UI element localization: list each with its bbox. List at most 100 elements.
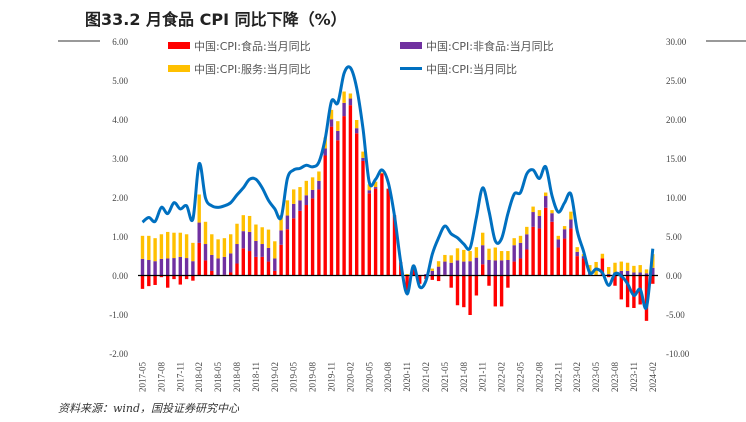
x-axis-tick-label: 2022-02: [497, 362, 507, 392]
left-axis-tick-label: 1.00: [112, 232, 128, 242]
bar-service: [569, 211, 573, 220]
bar-food: [569, 228, 573, 276]
bar-food: [380, 173, 384, 276]
bar-nonfood: [279, 230, 283, 245]
bar-service: [518, 235, 523, 243]
bar-service: [531, 206, 535, 213]
bar-nonfood: [203, 244, 208, 261]
bar-service: [474, 247, 479, 258]
bar-food: [411, 267, 416, 276]
bar-service: [197, 194, 201, 223]
right-axis-tick-label: 10.00: [666, 193, 687, 203]
right-axis-tick-label: 30.00: [666, 37, 687, 47]
x-axis-tick-label: 2019-05: [289, 362, 299, 392]
bar-nonfood: [222, 256, 227, 275]
bar-food: [336, 140, 340, 276]
bar-nonfood: [474, 257, 479, 276]
left-axis-tick-label: 6.00: [112, 37, 128, 47]
bar-nonfood: [449, 262, 453, 276]
bar-food: [544, 207, 548, 276]
bar-service: [210, 234, 214, 255]
left-axis-tick-label: 4.00: [112, 115, 128, 125]
bar-food: [474, 276, 479, 296]
bar-food: [455, 276, 460, 306]
bar-food: [361, 160, 365, 276]
right-axis-tick-label: -5.00: [666, 310, 685, 320]
bar-food: [619, 276, 623, 300]
bar-food: [184, 276, 189, 280]
bar-nonfood: [304, 195, 308, 206]
x-axis-tick-label: 2018-08: [232, 362, 242, 392]
bar-nonfood: [625, 270, 630, 276]
bar-nonfood: [550, 213, 554, 222]
bar-nonfood: [556, 239, 560, 248]
bar-food: [178, 276, 182, 285]
bar-food: [436, 276, 441, 282]
bar-nonfood: [462, 261, 466, 276]
x-axis-tick-label: 2024-02: [648, 362, 658, 392]
bar-food: [153, 276, 157, 285]
right-axis-tick-label: 15.00: [666, 154, 687, 164]
source-note: 资料来源：wind，国投证券研究中心: [58, 402, 240, 415]
bar-nonfood: [342, 102, 346, 117]
bar-nonfood: [499, 260, 504, 276]
bar-nonfood: [229, 253, 233, 273]
bar-food: [537, 228, 542, 276]
bar-service: [619, 261, 623, 271]
bar-nonfood: [537, 215, 542, 229]
bar-food: [329, 126, 334, 276]
bar-food: [342, 116, 346, 276]
bar-nonfood: [581, 256, 586, 259]
chart-title: 图33.2 月食品 CPI 同比下降（%）: [85, 10, 347, 29]
legend-swatch-nonfood: [400, 42, 422, 49]
bar-service: [493, 247, 497, 261]
bar-food: [210, 270, 214, 276]
bar-food: [304, 205, 308, 276]
bar-nonfood: [266, 247, 271, 262]
left-axis-tick-label: 3.00: [112, 154, 128, 164]
bar-nonfood: [140, 258, 145, 276]
bar-service: [184, 234, 189, 259]
bar-nonfood: [544, 196, 548, 208]
bar-service: [588, 265, 592, 273]
bar-nonfood: [285, 215, 290, 230]
x-axis-tick-label: 2020-02: [345, 362, 355, 392]
bar-food: [260, 256, 264, 276]
legend-label-nonfood: 中国:CPI:非食品:当月同比: [426, 39, 554, 53]
bar-nonfood: [619, 270, 623, 276]
bar-service: [449, 255, 453, 263]
bar-service: [266, 229, 271, 248]
left-axis-tick-label: 0.00: [112, 271, 128, 281]
bar-service: [600, 253, 605, 259]
bar-food: [166, 276, 170, 288]
bar-nonfood: [273, 258, 277, 271]
bar-food: [449, 276, 453, 288]
bar-nonfood: [241, 231, 245, 249]
bar-nonfood: [644, 273, 649, 276]
bar-food: [607, 276, 611, 278]
bar-nonfood: [562, 229, 567, 239]
bar-nonfood: [638, 272, 642, 276]
bar-service: [216, 239, 220, 259]
bar-food: [556, 247, 560, 276]
legend-label-service: 中国:CPI:服务:当月同比: [194, 62, 311, 76]
bar-nonfood: [348, 98, 353, 106]
right-axis-tick-label: 5.00: [666, 232, 682, 242]
bar-food: [229, 272, 233, 276]
x-axis-tick-label: 2018-11: [251, 362, 261, 392]
title-rule-left: [58, 40, 100, 42]
bar-nonfood: [210, 254, 214, 271]
bar-food: [140, 276, 145, 289]
bar-nonfood: [493, 260, 497, 276]
bar-service: [147, 235, 151, 261]
bar-nonfood: [235, 244, 239, 264]
legend: 中国:CPI:食品:当月同比 中国:CPI:非食品:当月同比 中国:CPI:服务…: [168, 39, 554, 76]
bar-nonfood: [247, 231, 252, 252]
bar-service: [241, 215, 245, 232]
bar-food: [317, 189, 321, 276]
right-axis-tick-label: 25.00: [666, 76, 687, 86]
bar-food: [279, 244, 283, 276]
bar-nonfood: [575, 251, 579, 257]
bar-food: [392, 215, 397, 276]
bar-service: [506, 251, 510, 261]
